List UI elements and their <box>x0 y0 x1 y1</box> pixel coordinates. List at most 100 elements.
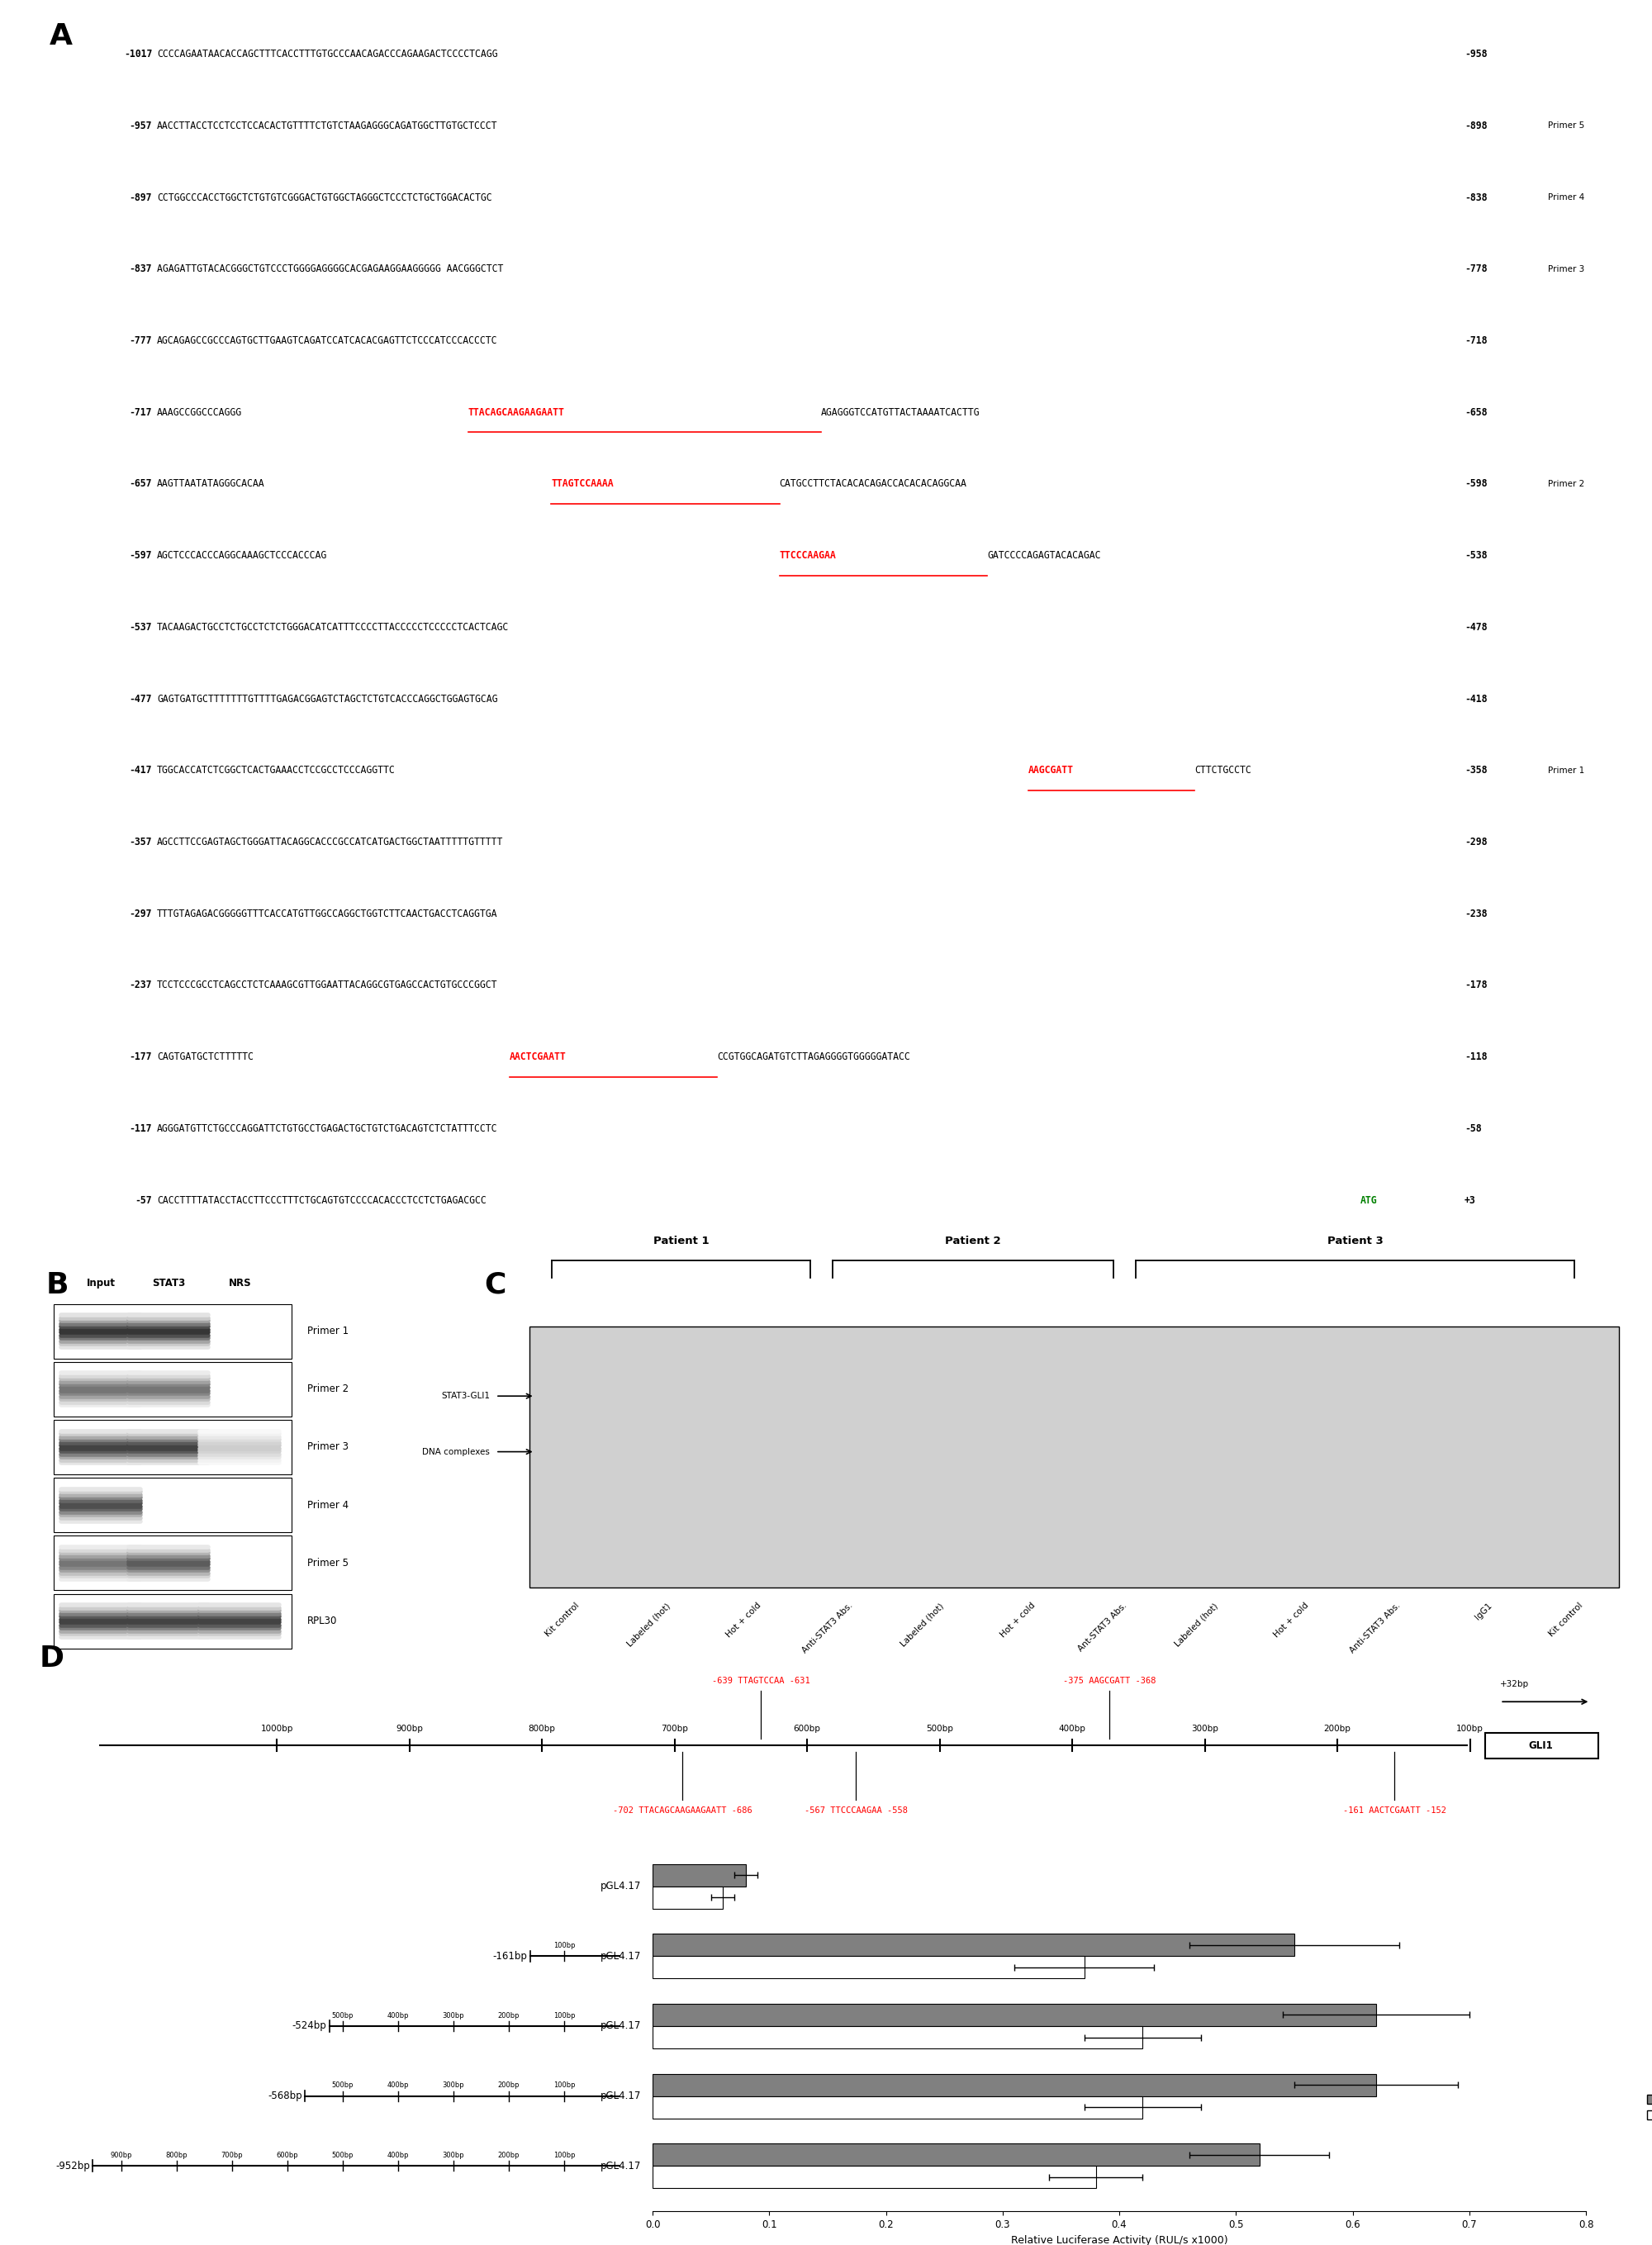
Text: AGCCTTCCGAGTAGCTGGGATTACAGGCACCCGCCATCATGACTGGCTAATTTTTGTTTTT: AGCCTTCCGAGTAGCTGGGATTACAGGCACCCGCCATCAT… <box>157 837 504 846</box>
Text: -58: -58 <box>1465 1122 1482 1134</box>
Text: -358: -358 <box>1465 766 1487 777</box>
Text: 900bp: 900bp <box>111 2151 132 2160</box>
Text: CCGTGGCAGATGTCTTAGAGGGGTGGGGGATACC: CCGTGGCAGATGTCTTAGAGGGGTGGGGGATACC <box>717 1051 910 1062</box>
Text: CAGTGATGCTCTTTTTC: CAGTGATGCTCTTTTTC <box>157 1051 253 1062</box>
Text: AAAGCCGGCCCAGGG: AAAGCCGGCCCAGGG <box>157 406 243 418</box>
Text: -178: -178 <box>1465 981 1487 990</box>
Bar <box>53 1419 291 1475</box>
Text: -238: -238 <box>1465 909 1487 918</box>
Text: -57: -57 <box>135 1194 152 1206</box>
Bar <box>653 2144 1259 2166</box>
Text: TGGCACCATCTCGGCTCACTGAAACCTCCGCCTCCCAGGTTC: TGGCACCATCTCGGCTCACTGAAACCTCCGCCTCCCAGGT… <box>157 766 395 777</box>
Text: -161 AACTCGAATT -152: -161 AACTCGAATT -152 <box>1343 1805 1446 1814</box>
Text: 100bp: 100bp <box>553 1942 575 1949</box>
Text: AGAGGGTCCATGTTACTAAAATCACTTG: AGAGGGTCCATGTTACTAAAATCACTTG <box>821 406 980 418</box>
Text: TTTGTAGAGACGGGGGTTTCACCATGTTGGCCAGGCTGGTCTTCAACTGACCTCAGGTGA: TTTGTAGAGACGGGGGTTTCACCATGTTGGCCAGGCTGGT… <box>157 909 497 918</box>
Text: 400bp: 400bp <box>387 2081 410 2090</box>
Text: 200bp: 200bp <box>497 2012 520 2018</box>
Text: TCCTCCCGCCTCAGCCTCTCAAAGCGTTGGAATTACAGGCGTGAGCCACTGTGCCCGGCT: TCCTCCCGCCTCAGCCTCTCAAAGCGTTGGAATTACAGGC… <box>157 981 497 990</box>
Text: -118: -118 <box>1465 1051 1487 1062</box>
Text: 400bp: 400bp <box>387 2151 410 2160</box>
Text: AGCTCCCACCCAGGCAAAGCTCCCACCCAG: AGCTCCCACCCAGGCAAAGCTCCCACCCAG <box>157 550 327 561</box>
Text: Input: Input <box>86 1277 116 1289</box>
Bar <box>653 1955 1084 1978</box>
Text: TTCCCAAGAA: TTCCCAAGAA <box>780 550 836 561</box>
Text: -897: -897 <box>129 193 152 202</box>
Text: -657: -657 <box>129 478 152 489</box>
Bar <box>653 2005 1376 2025</box>
Bar <box>653 2166 1095 2189</box>
Text: GLI1: GLI1 <box>1528 1740 1553 1751</box>
Text: Primer 4: Primer 4 <box>307 1500 349 1511</box>
Text: 700bp: 700bp <box>661 1724 689 1733</box>
Text: 300bp: 300bp <box>1191 1724 1218 1733</box>
Text: -418: -418 <box>1465 694 1487 705</box>
Text: 500bp: 500bp <box>332 2081 354 2090</box>
Text: pGL4.17: pGL4.17 <box>600 2090 641 2101</box>
Text: Labeled (hot): Labeled (hot) <box>899 1601 945 1648</box>
Text: Hot + cold: Hot + cold <box>725 1601 763 1639</box>
Text: 800bp: 800bp <box>165 2151 188 2160</box>
Text: AACCTTACCTCCTCCTCCACACTGTTTTCTGTCTAAGAGGGCAGATGGCTTGTGCTCCCT: AACCTTACCTCCTCCTCCACACTGTTTTCTGTCTAAGAGG… <box>157 121 497 130</box>
Text: CACCTTTTATACCTACCTTCCCTTTCTGCAGTGTCCCCACACCCTCCTCTGAGACGCC: CACCTTTTATACCTACCTTCCCTTTCTGCAGTGTCCCCAC… <box>157 1194 486 1206</box>
Text: Labeled (hot): Labeled (hot) <box>1173 1601 1219 1648</box>
Text: AAGTTAATATAGGGCACAA: AAGTTAATATAGGGCACAA <box>157 478 264 489</box>
Text: DNA complexes: DNA complexes <box>423 1448 491 1455</box>
Text: CCCCAGAATAACACCAGCTTTCACCTTTGTGCCCAACAGACCCAGAAGACTCCCCTCAGG: CCCCAGAATAACACCAGCTTTCACCTTTGTGCCCAACAGA… <box>157 49 497 61</box>
Text: Primer 3: Primer 3 <box>307 1441 349 1453</box>
Text: pGL4.17: pGL4.17 <box>600 2021 641 2032</box>
Text: 500bp: 500bp <box>332 2012 354 2018</box>
Text: CCTGGCCCACCTGGCTCTGTGTCGGGACTGTGGCTAGGGCTCCCTCTGCTGGACACTGC: CCTGGCCCACCTGGCTCTGTGTCGGGACTGTGGCTAGGGC… <box>157 193 492 202</box>
Text: RPL30: RPL30 <box>307 1616 337 1625</box>
Text: -478: -478 <box>1465 622 1487 633</box>
Text: -778: -778 <box>1465 263 1487 274</box>
Text: Hot + cold: Hot + cold <box>1272 1601 1310 1639</box>
Text: Primer 2: Primer 2 <box>307 1383 349 1394</box>
Text: -777: -777 <box>129 335 152 346</box>
Text: GATCCCCAGAGTACACAGAC: GATCCCCAGAGTACACAGAC <box>986 550 1100 561</box>
Text: 900bp: 900bp <box>396 1724 423 1733</box>
Text: -237: -237 <box>129 981 152 990</box>
Bar <box>53 1477 291 1533</box>
Text: -375 AAGCGATT -368: -375 AAGCGATT -368 <box>1062 1677 1156 1684</box>
Text: 600bp: 600bp <box>276 2151 299 2160</box>
Text: CTTCTGCCTC: CTTCTGCCTC <box>1194 766 1251 777</box>
Text: -357: -357 <box>129 837 152 846</box>
Text: 600bp: 600bp <box>793 1724 821 1733</box>
Text: +3: +3 <box>1465 1194 1475 1206</box>
Text: Ant-STAT3 Abs.: Ant-STAT3 Abs. <box>1077 1601 1128 1652</box>
Text: pGL4.17: pGL4.17 <box>600 1951 641 1962</box>
Text: 100bp: 100bp <box>553 2081 575 2090</box>
Text: 100bp: 100bp <box>553 2151 575 2160</box>
Text: 800bp: 800bp <box>529 1724 555 1733</box>
Text: -1017: -1017 <box>124 49 152 61</box>
Text: -837: -837 <box>129 263 152 274</box>
Text: C: C <box>484 1271 506 1300</box>
Text: 500bp: 500bp <box>332 2151 354 2160</box>
Text: 300bp: 300bp <box>443 2151 464 2160</box>
Text: 500bp: 500bp <box>927 1724 953 1733</box>
Text: 300bp: 300bp <box>443 2012 464 2018</box>
Text: -639 TTAGTCCAA -631: -639 TTAGTCCAA -631 <box>712 1677 809 1684</box>
Legend: + IL6, - IL6: + IL6, - IL6 <box>1642 2090 1652 2126</box>
Text: -957: -957 <box>129 121 152 130</box>
X-axis label: Relative Luciferase Activity (RUL/s x1000): Relative Luciferase Activity (RUL/s x100… <box>1011 2234 1227 2245</box>
Text: -477: -477 <box>129 694 152 705</box>
Text: Primer 5: Primer 5 <box>307 1558 349 1569</box>
Text: STAT3-GLI1: STAT3-GLI1 <box>441 1392 491 1401</box>
Text: ATG: ATG <box>1361 1194 1378 1206</box>
Text: GAGTGATGCTTTTTTTGTTTTGAGACGGAGTCTAGCTCTGTCACCCAGGCTGGAGTGCAG: GAGTGATGCTTTTTTTGTTTTGAGACGGAGTCTAGCTCTG… <box>157 694 497 705</box>
Text: AACTCGAATT: AACTCGAATT <box>510 1051 567 1062</box>
Bar <box>529 1327 1619 1587</box>
Bar <box>653 2074 1376 2097</box>
Bar <box>53 1363 291 1417</box>
Text: -417: -417 <box>129 766 152 777</box>
Text: Patient 2: Patient 2 <box>945 1235 1001 1246</box>
Text: 100bp: 100bp <box>1457 1724 1483 1733</box>
Text: pGL4.17: pGL4.17 <box>600 2160 641 2171</box>
Bar <box>1485 1733 1597 1758</box>
Text: -568bp: -568bp <box>268 2090 302 2101</box>
Text: Primer 4: Primer 4 <box>1548 193 1584 202</box>
Text: 200bp: 200bp <box>1323 1724 1351 1733</box>
Text: STAT3: STAT3 <box>152 1277 185 1289</box>
